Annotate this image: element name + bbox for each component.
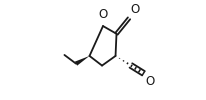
Text: O: O	[130, 3, 139, 16]
Polygon shape	[75, 56, 89, 66]
Text: O: O	[145, 75, 154, 88]
Text: O: O	[98, 8, 107, 21]
